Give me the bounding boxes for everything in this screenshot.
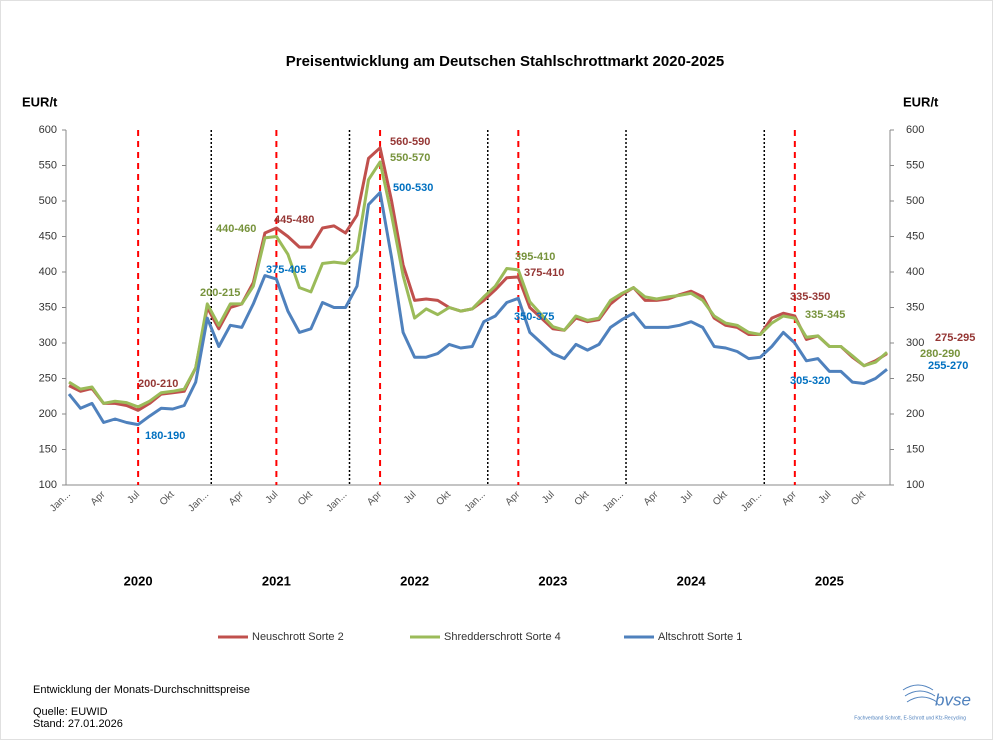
year-label: 2022 <box>400 573 429 588</box>
y2-tick-label: 500 <box>906 195 924 207</box>
logo: bvse Fachverband Schrott, E-Schrott und … <box>854 684 971 721</box>
y2-tick-label: 450 <box>906 230 924 242</box>
legend-label: Shredderschrott Sorte 4 <box>444 631 561 643</box>
annotation: 280-290 <box>920 348 960 360</box>
y-axis-label: EUR/t <box>22 94 58 109</box>
annotation: 335-350 <box>790 291 830 303</box>
series-line <box>68 160 888 409</box>
y2-tick-label: 550 <box>906 159 924 171</box>
logo-tagline: Fachverband Schrott, E-Schrott und Kfz-R… <box>854 715 966 721</box>
series-line <box>67 191 888 427</box>
legend-label: Neuschrott Sorte 2 <box>252 631 344 643</box>
y-tick-label: 250 <box>39 372 57 384</box>
annotation: 255-270 <box>928 360 968 372</box>
annotation: 375-410 <box>524 267 564 279</box>
y-tick-label: 400 <box>39 266 57 278</box>
annotation: 180-190 <box>145 430 185 442</box>
y-tick-label: 350 <box>39 301 57 313</box>
year-label: 2020 <box>124 573 153 588</box>
y-tick-label: 100 <box>39 479 57 491</box>
y2-tick-label: 100 <box>906 479 924 491</box>
y-tick-label: 150 <box>39 443 57 455</box>
y-tick-label: 500 <box>39 195 57 207</box>
annotation: 375-405 <box>266 264 306 276</box>
y2-tick-label: 350 <box>906 301 924 313</box>
annotation: 275-295 <box>935 332 975 344</box>
y2-tick-label: 200 <box>906 408 924 420</box>
y-tick-label: 550 <box>39 159 57 171</box>
y-tick-label: 300 <box>39 337 57 349</box>
annotation: 335-345 <box>805 309 845 321</box>
y2-tick-label: 300 <box>906 337 924 349</box>
annotation: 440-460 <box>216 223 256 235</box>
annotation: 395-410 <box>515 251 555 263</box>
year-label: 2024 <box>677 573 707 588</box>
annotation: 500-530 <box>393 182 433 194</box>
y2-axis-label: EUR/t <box>903 94 939 109</box>
annotation: 550-570 <box>390 152 430 164</box>
y2-tick-label: 400 <box>906 266 924 278</box>
y2-tick-label: 250 <box>906 372 924 384</box>
footnote: Stand: 27.01.2026 <box>33 718 123 730</box>
year-label: 2025 <box>815 573 844 588</box>
y-tick-label: 600 <box>39 124 57 136</box>
y-tick-label: 200 <box>39 408 57 420</box>
y-tick-label: 450 <box>39 230 57 242</box>
annotation: 305-320 <box>790 375 830 387</box>
annotation: 200-210 <box>138 378 178 390</box>
footnote: Entwicklung der Monats-Durchschnittsprei… <box>33 684 250 696</box>
logo-icon <box>902 684 938 703</box>
chart-title: Preisentwicklung am Deutschen Stahlschro… <box>286 53 725 70</box>
legend-label: Altschrott Sorte 1 <box>658 631 742 643</box>
y2-tick-label: 600 <box>906 124 924 136</box>
annotation: 200-215 <box>200 287 240 299</box>
logo-text: bvse <box>935 690 971 709</box>
footnote: Quelle: EUWID <box>33 706 108 718</box>
annotation: 560-590 <box>390 136 430 148</box>
year-label: 2021 <box>262 573 291 588</box>
year-label: 2023 <box>538 573 567 588</box>
annotation: 445-480 <box>274 214 314 226</box>
annotation: 350-375 <box>514 311 554 323</box>
y2-tick-label: 150 <box>906 443 924 455</box>
